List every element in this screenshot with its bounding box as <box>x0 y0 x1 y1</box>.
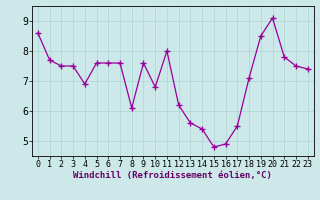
X-axis label: Windchill (Refroidissement éolien,°C): Windchill (Refroidissement éolien,°C) <box>73 171 272 180</box>
